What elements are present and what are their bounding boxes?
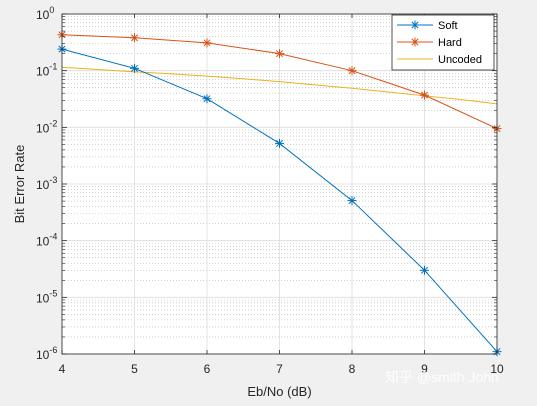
x-tick-label: 10 (490, 362, 504, 376)
y-tick-base: 10 (36, 235, 50, 249)
data-point (420, 265, 429, 275)
y-tick-exponent: -6 (49, 345, 57, 355)
y-tick-base: 10 (36, 8, 50, 22)
y-tick-label: 10-3 (36, 175, 57, 192)
y-axis-label: Bit Error Rate (12, 145, 27, 224)
y-tick-base: 10 (36, 348, 50, 362)
data-point (275, 138, 284, 148)
y-tick-exponent: -2 (49, 118, 57, 128)
data-point (347, 196, 357, 206)
x-tick-label: 5 (131, 362, 138, 376)
y-tick-label: 10-4 (36, 232, 57, 249)
data-point (130, 33, 139, 43)
x-axis-label: Eb/No (dB) (247, 384, 311, 399)
y-tick-base: 10 (36, 178, 50, 192)
y-tick-exponent: -3 (49, 175, 57, 185)
y-tick-base: 10 (36, 121, 50, 135)
y-tick-label: 10-6 (36, 345, 57, 362)
watermark: 知乎 @smith John (385, 369, 499, 385)
y-tick-base: 10 (36, 291, 50, 305)
x-axis-ticks: 4 5 6 7 8 9 10 (59, 14, 504, 376)
x-tick-label: 8 (349, 362, 356, 376)
y-tick-exponent: -4 (49, 232, 57, 242)
data-point (347, 66, 357, 76)
data-point (130, 63, 139, 73)
y-tick-label: 10-2 (36, 118, 57, 135)
legend-item-uncoded: Uncoded (397, 54, 482, 66)
data-point (410, 20, 420, 30)
x-tick-label: 6 (204, 362, 211, 376)
y-tick-label: 100 (36, 5, 54, 22)
legend-item-soft: Soft (397, 20, 458, 32)
legend-item-hard: Hard (397, 37, 462, 49)
data-point (275, 49, 284, 59)
legend-label: Uncoded (438, 54, 482, 66)
data-point (410, 37, 420, 47)
y-tick-label: 10-1 (36, 62, 57, 79)
legend: Soft Hard Uncoded (391, 14, 495, 71)
x-tick-label: 7 (276, 362, 283, 376)
y-tick-exponent: -5 (49, 288, 57, 298)
y-tick-exponent: -1 (49, 62, 57, 72)
data-point (202, 38, 212, 48)
data-point (202, 94, 212, 104)
y-tick-exponent: 0 (49, 5, 54, 15)
legend-label: Soft (438, 20, 458, 32)
data-point (420, 90, 429, 100)
legend-label: Hard (438, 37, 462, 49)
x-tick-label: 4 (59, 362, 66, 376)
y-tick-label: 10-5 (36, 288, 57, 305)
y-tick-base: 10 (36, 65, 50, 79)
x-tick-label: 9 (421, 362, 428, 376)
series-layer (57, 30, 502, 357)
